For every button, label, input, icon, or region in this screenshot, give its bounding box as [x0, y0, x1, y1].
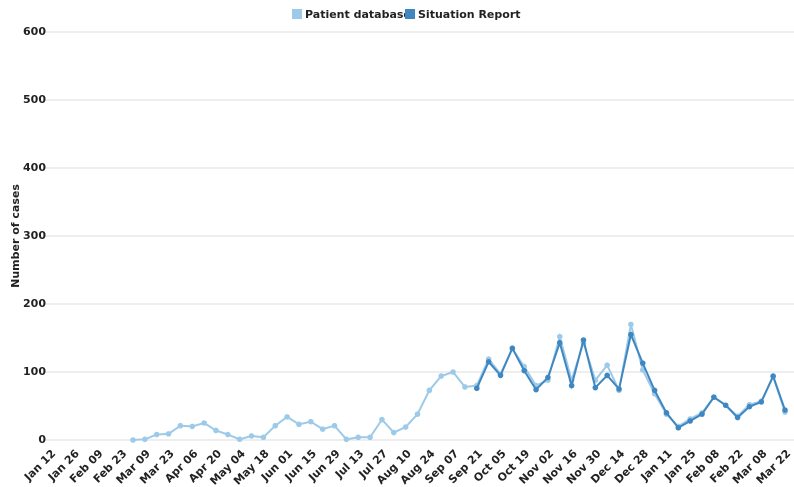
data-point: [687, 418, 693, 424]
data-point: [497, 372, 504, 379]
data-point: [628, 321, 634, 328]
data-point: [722, 402, 729, 409]
y-axis-label: Number of cases: [9, 184, 22, 288]
data-point: [485, 359, 492, 365]
data-point: [189, 423, 196, 430]
data-point: [592, 384, 599, 391]
legend-swatch: [405, 9, 415, 19]
legend-label: Patient database: [305, 8, 411, 21]
data-point: [355, 434, 362, 441]
data-point: [367, 434, 373, 441]
data-point: [414, 411, 421, 417]
y-tick-label: 400: [23, 161, 46, 174]
data-point: [770, 373, 776, 379]
data-point: [746, 403, 753, 410]
data-point: [568, 382, 575, 389]
data-point: [533, 386, 539, 393]
data-point: [130, 437, 136, 443]
y-tick-label: 100: [23, 365, 46, 378]
data-point: [782, 407, 788, 413]
data-point: [177, 422, 184, 429]
data-point: [331, 422, 338, 429]
data-point: [628, 331, 634, 338]
y-tick-label: 300: [23, 229, 46, 242]
legend-label: Situation Report: [418, 8, 521, 21]
data-point: [580, 337, 587, 343]
data-point: [426, 387, 433, 394]
data-point: [473, 385, 480, 392]
y-tick-label: 200: [23, 297, 46, 310]
data-point: [153, 431, 160, 438]
data-point: [284, 414, 290, 420]
data-point: [509, 345, 516, 352]
data-point: [556, 339, 563, 346]
y-tick-label: 600: [23, 25, 46, 38]
data-point: [379, 416, 385, 423]
data-point: [308, 418, 314, 425]
data-point: [699, 411, 705, 417]
data-point: [604, 372, 610, 379]
legend-item: Patient database: [292, 8, 411, 21]
y-tick-label: 500: [23, 93, 46, 106]
y-tick-label: 0: [38, 433, 46, 446]
data-point: [165, 431, 172, 437]
data-point: [663, 410, 670, 416]
data-point: [260, 434, 267, 441]
data-point: [521, 367, 527, 374]
data-point: [142, 436, 148, 443]
data-point: [236, 436, 243, 443]
data-point: [296, 421, 302, 428]
data-point: [758, 399, 765, 405]
data-point: [319, 426, 326, 432]
legend-item: Situation Report: [405, 8, 521, 21]
data-point: [450, 369, 456, 375]
data-point: [343, 436, 350, 443]
data-point: [651, 387, 658, 394]
data-point: [402, 424, 409, 430]
data-point: [545, 374, 551, 381]
legend-swatch: [292, 9, 302, 19]
data-point: [616, 386, 622, 392]
data-point: [711, 394, 717, 400]
data-point: [556, 333, 563, 340]
data-point: [272, 422, 279, 429]
data-point: [604, 362, 610, 369]
data-point: [390, 429, 397, 436]
data-point: [248, 433, 255, 439]
data-point: [639, 360, 646, 366]
data-point: [675, 424, 682, 431]
data-point: [734, 414, 741, 421]
data-point: [462, 384, 468, 390]
data-point: [213, 427, 219, 434]
data-point: [225, 431, 231, 438]
data-point: [201, 420, 207, 426]
data-point: [438, 373, 445, 379]
